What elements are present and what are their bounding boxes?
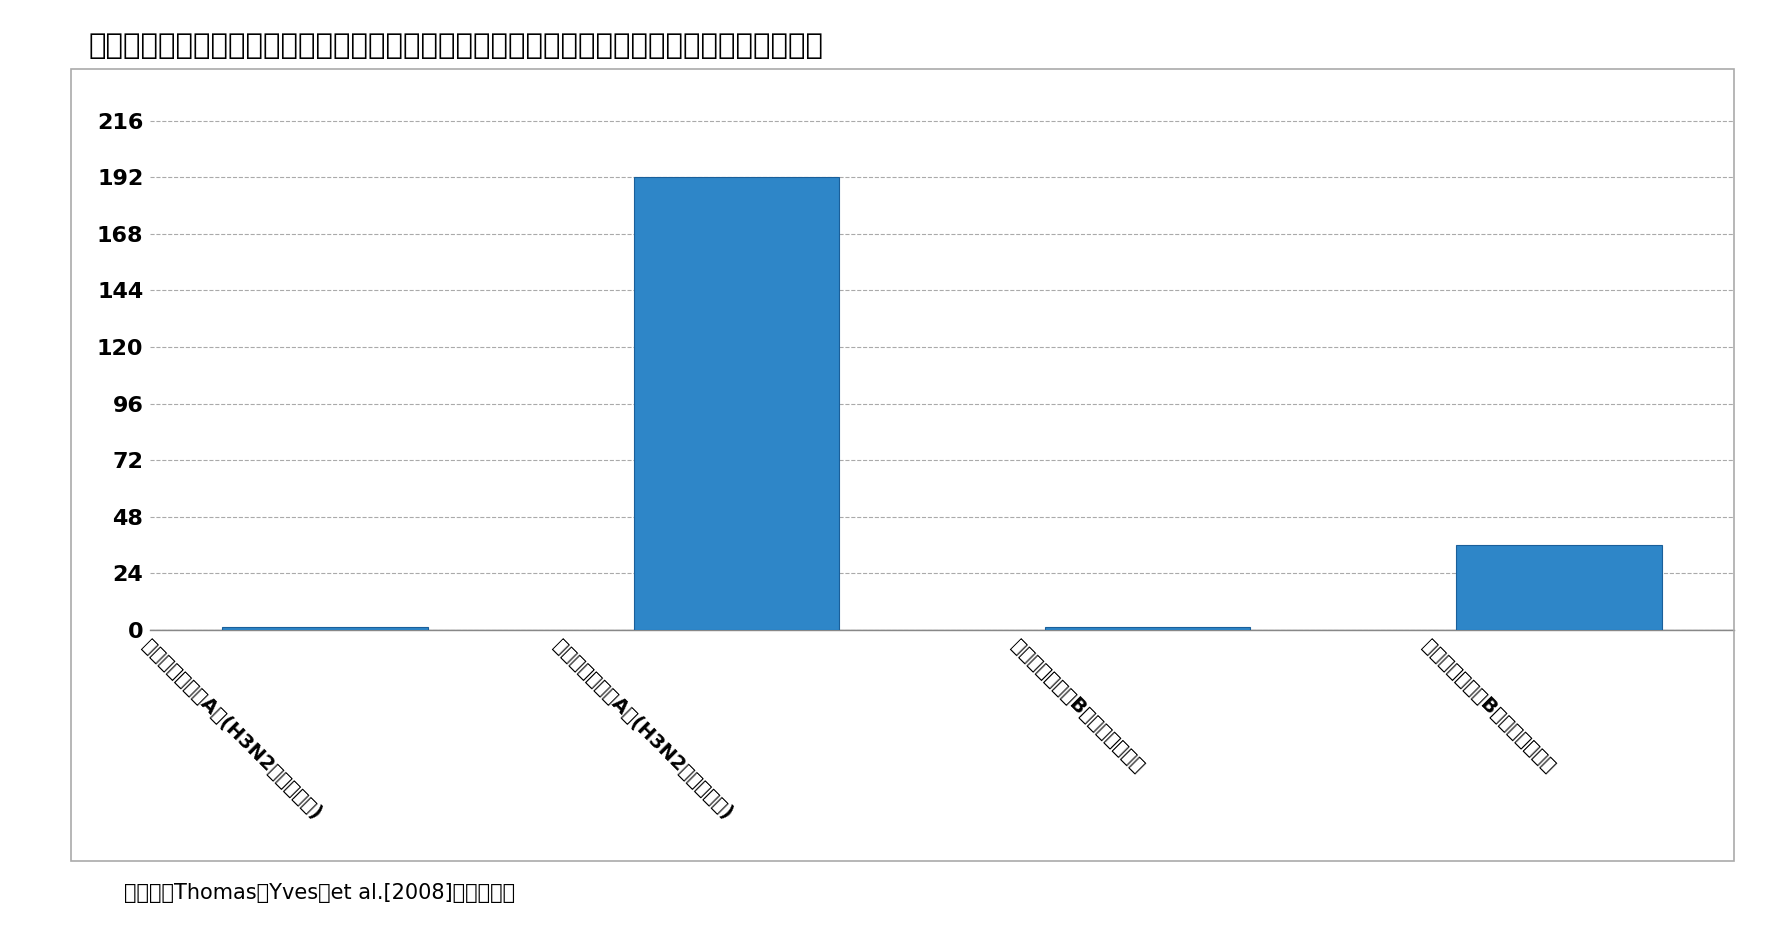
Bar [1045, 627, 1251, 630]
Bar [1456, 544, 1661, 630]
Bar [223, 627, 428, 630]
Bar [633, 178, 839, 630]
Text: （資料：Thomas，Yves，et al.[2008]から作成）: （資料：Thomas，Yves，et al.[2008]から作成） [124, 882, 515, 903]
Text: 図表３：ヒトインフルエンザウイルスの紙幣上において生存可能な時間の長さ（単位：時間）: 図表３：ヒトインフルエンザウイルスの紙幣上において生存可能な時間の長さ（単位：時… [88, 32, 823, 60]
